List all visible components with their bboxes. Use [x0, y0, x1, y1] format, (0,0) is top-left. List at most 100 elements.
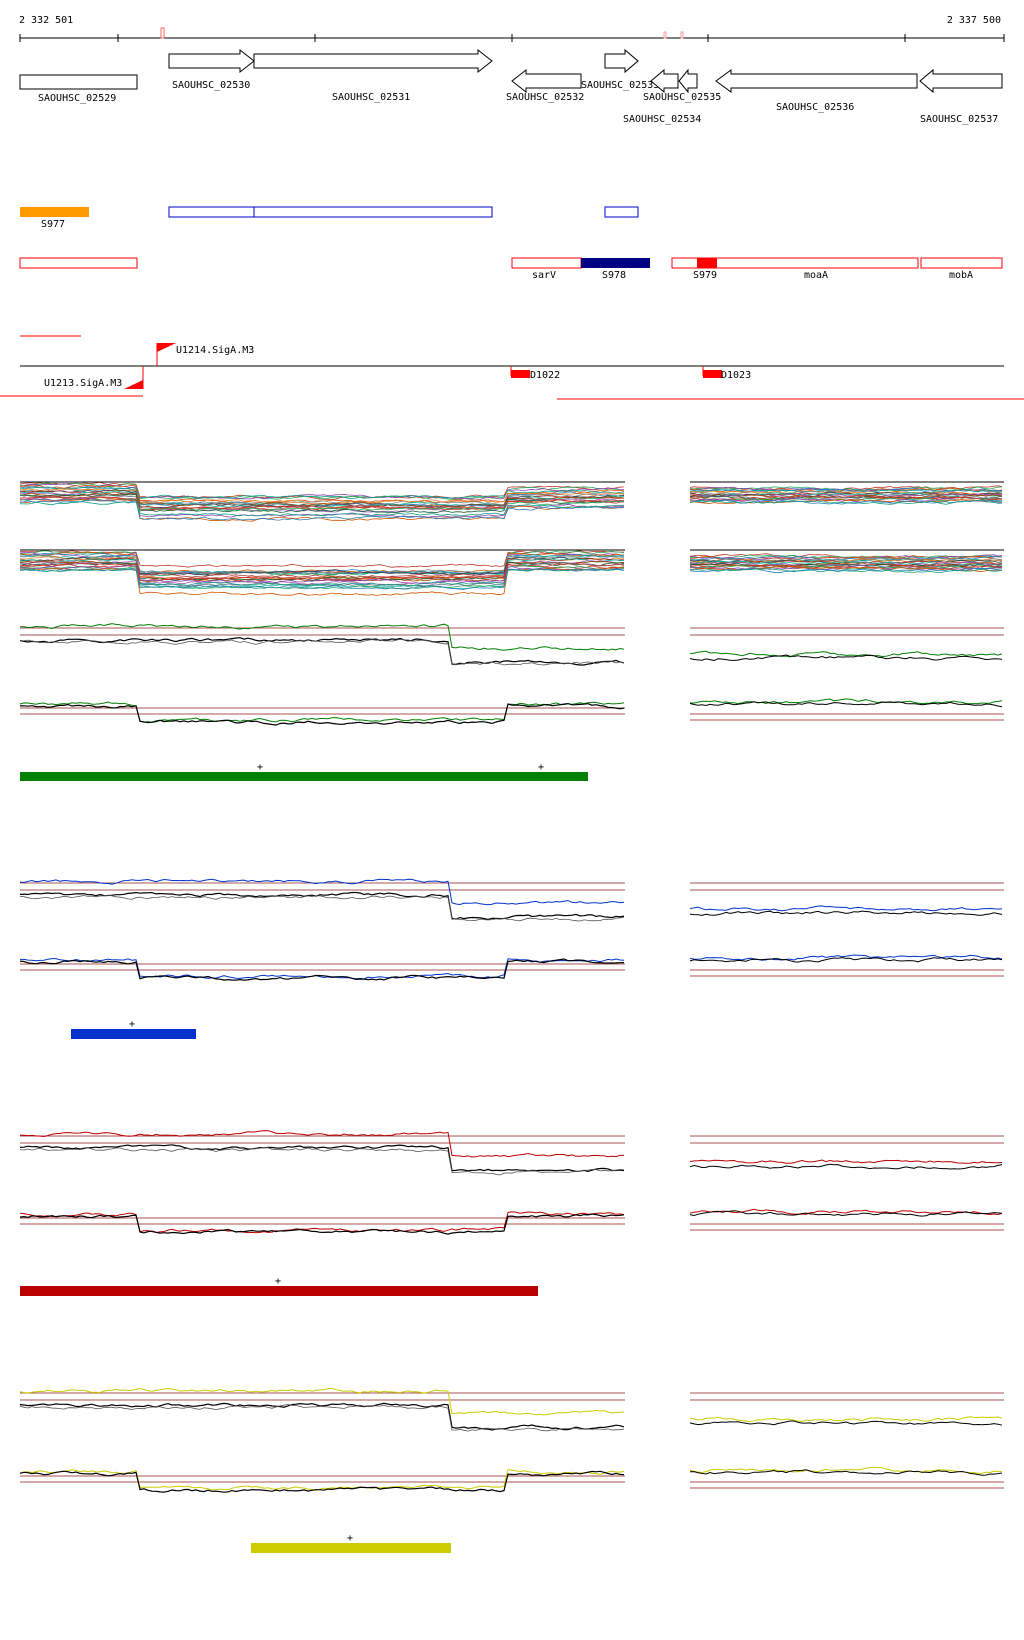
segment-tracks: + + + + + — [20, 762, 588, 1553]
sample-trace — [689, 486, 1003, 493]
expression-profiles — [19, 481, 1004, 1493]
promoter-u1213[interactable] — [124, 366, 144, 389]
feature-s977[interactable] — [20, 207, 89, 217]
segment-bar-blue[interactable] — [71, 1029, 196, 1039]
condition-trace — [689, 650, 1003, 658]
condition-trace — [19, 701, 625, 723]
sample-trace — [19, 498, 625, 522]
gene-saouhsc-02530[interactable] — [168, 48, 255, 74]
condition-trace — [689, 1466, 1003, 1474]
promoter-label: U1214.SigA.M3 — [176, 345, 254, 356]
sample-trace — [19, 568, 625, 587]
condition-trace — [689, 905, 1003, 912]
condition-trace — [689, 698, 1003, 705]
feature-track-upper: S977 — [20, 206, 639, 230]
feature-s978[interactable] — [581, 258, 650, 268]
condition-trace — [19, 894, 625, 922]
segment-mark: + — [129, 1019, 135, 1030]
sample-trace — [689, 568, 1003, 574]
feature-label: mobA — [949, 270, 973, 281]
gene-label: SAOUHSC_02529 — [38, 93, 116, 104]
segment-mark: + — [347, 1533, 353, 1544]
condition-trace — [19, 1213, 625, 1235]
feature-s979[interactable] — [697, 258, 717, 268]
condition-trace — [19, 1404, 625, 1432]
sample-trace — [19, 567, 625, 590]
regulatory-track: U1214.SigA.M3 U1213.SigA.M3 D1022 D1023 — [0, 335, 1024, 400]
sample-trace — [689, 487, 1003, 494]
gene-label: SAOUHSC_02530 — [172, 80, 250, 91]
terminator-d1023[interactable] — [702, 366, 722, 378]
segment-mark: + — [275, 1276, 281, 1287]
sample-trace — [19, 494, 624, 514]
terminator-d1022[interactable] — [510, 366, 530, 378]
condition-trace — [19, 638, 625, 666]
gene-saouhsc-02529[interactable] — [19, 74, 138, 90]
promoter-u1214[interactable] — [156, 343, 176, 366]
sample-trace — [20, 566, 625, 596]
gene-saouhsc-02536[interactable] — [715, 69, 918, 93]
condition-trace — [689, 957, 1003, 963]
feature-label: S977 — [41, 219, 65, 230]
gene-track: SAOUHSC_02529 SAOUHSC_02530 SAOUHSC_0253… — [19, 48, 1003, 125]
coordinate-start: 2 332 501 — [19, 15, 73, 26]
condition-trace — [20, 958, 625, 980]
sample-trace — [689, 555, 1003, 562]
condition-trace — [689, 910, 1003, 916]
condition-trace — [19, 891, 625, 921]
condition-trace — [19, 1468, 625, 1491]
condition-trace — [689, 1416, 1003, 1423]
sample-trace — [19, 486, 625, 508]
condition-trace — [689, 1420, 1003, 1426]
feature-label: moaA — [804, 270, 828, 281]
condition-trace — [19, 958, 625, 981]
sample-trace — [689, 564, 1002, 571]
segment-bar-red[interactable] — [20, 1286, 538, 1296]
condition-trace — [19, 702, 625, 726]
sample-trace — [689, 567, 1003, 574]
sample-trace — [19, 558, 625, 590]
terminator-label: D1023 — [721, 370, 751, 381]
gene-saouhsc-02535[interactable] — [678, 68, 698, 94]
condition-trace — [689, 1469, 1003, 1476]
sample-trace — [19, 550, 625, 568]
condition-trace — [689, 1210, 1003, 1217]
condition-trace — [19, 878, 625, 906]
feature-label: S979 — [693, 270, 717, 281]
coordinate-end: 2 337 500 — [947, 15, 1001, 26]
sample-trace — [689, 555, 1003, 561]
condition-trace — [20, 623, 625, 651]
condition-trace — [689, 954, 1003, 961]
sample-trace — [19, 564, 625, 584]
sample-trace — [689, 560, 1003, 565]
segment-mark: + — [538, 762, 544, 773]
gene-saouhsc-02532[interactable] — [511, 68, 582, 94]
gene-label: SAOUHSC_02535 — [643, 92, 721, 103]
condition-trace — [689, 1159, 1003, 1164]
condition-trace — [689, 1208, 1003, 1216]
feature-label: S978 — [602, 270, 626, 281]
sample-trace — [19, 501, 624, 517]
sample-trace — [689, 495, 1003, 501]
sample-trace — [19, 481, 625, 500]
gene-saouhsc-02533[interactable] — [604, 48, 639, 74]
sample-trace — [689, 499, 1003, 505]
gene-saouhsc-02537[interactable] — [919, 68, 1003, 94]
segment-bar-green[interactable] — [20, 772, 588, 781]
sample-trace — [19, 482, 625, 501]
condition-trace — [19, 1387, 625, 1416]
gene-saouhsc-02534[interactable] — [650, 68, 679, 94]
gene-saouhsc-02531[interactable] — [253, 48, 493, 74]
sample-trace — [19, 554, 625, 575]
condition-trace — [19, 1130, 625, 1158]
condition-trace — [689, 1163, 1003, 1170]
sample-trace — [689, 493, 1003, 498]
segment-bar-yellow[interactable] — [251, 1543, 451, 1553]
condition-trace — [689, 654, 1003, 662]
condition-trace — [689, 701, 1003, 708]
condition-trace — [19, 1211, 625, 1234]
sample-trace — [19, 492, 625, 508]
feature-track-lower: sarV S978 S979 moaA mobA — [19, 257, 1003, 281]
terminator-label: D1022 — [530, 370, 560, 381]
